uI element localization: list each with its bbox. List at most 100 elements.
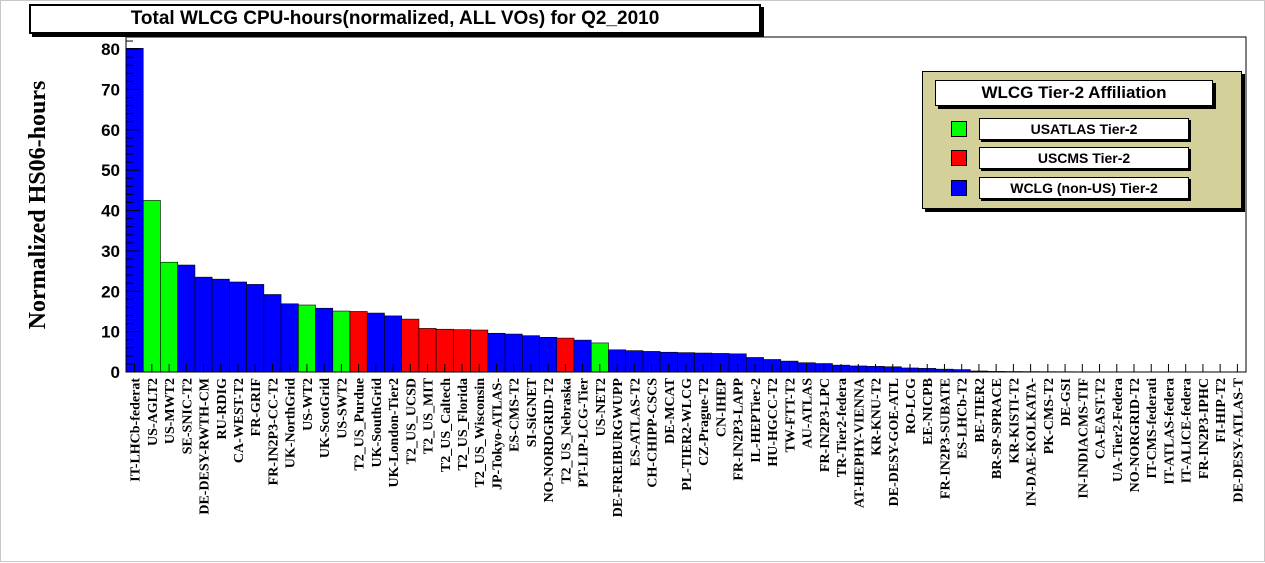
x-tick-label: KR-KISTI-T2 (1007, 378, 1022, 464)
legend-title: WLCG Tier-2 Affiliation (935, 80, 1213, 106)
x-tick-label: DE-DESY-RWTH-CM (198, 378, 213, 515)
bar-FR-IN2P3-CC-T2 (264, 295, 281, 372)
bar-UK-ScotGrid (316, 308, 333, 372)
x-tick-label: BR-SP-SPRACE (990, 378, 1005, 479)
x-tick-label: DE-FREIBURGWUPP (611, 378, 626, 518)
x-tick-label: US-AGLT2 (146, 378, 161, 446)
x-tick-label: T2_US_Florida (456, 378, 471, 471)
x-tick-label: T2_US_Nebraska (559, 378, 574, 484)
bar-T2_US_Purdue (350, 311, 367, 372)
x-tick-label: TW-FTT-T2 (783, 378, 798, 452)
bar-FR-GRIF (247, 284, 264, 372)
x-tick-label: SI-SiGNET (525, 377, 540, 447)
bar-US-SWT2 (333, 311, 350, 372)
x-tick-label: AT-HEPHY-VIENNA (852, 377, 867, 508)
x-tick-label: T2_US_Wisconsin (473, 378, 488, 488)
x-tick-label: US-SWT2 (335, 378, 350, 439)
x-tick-label: NO-NORGRID-T2 (1128, 378, 1143, 492)
x-tick-label: FR-IN2P3-LPC (818, 378, 833, 472)
x-tick-label: FR-IN2P3-IPHC (1197, 378, 1212, 479)
x-tick-label: UK-SouthGrid (370, 378, 385, 468)
x-tick-label: DE-MCAT (663, 377, 678, 444)
x-tick-label: UA-Tier2-Federa (1111, 378, 1126, 482)
bar-UK-SouthGrid (367, 313, 384, 372)
x-tick-label: CA-WEST-T2 (232, 378, 247, 463)
x-tick-label: CZ-Prague-T2 (697, 378, 712, 466)
bar-US-AGLT2 (143, 200, 160, 372)
x-tick-label: UK-London-Tier2 (387, 378, 402, 487)
y-tick-label: 40 (101, 202, 120, 221)
x-tick-label: CA-EAST-T2 (1094, 378, 1109, 459)
x-tick-label: PL-TIER2-WLCG (680, 378, 695, 491)
y-tick-label: 80 (101, 40, 120, 59)
x-tick-label: T2_US_Purdue (353, 378, 368, 471)
x-tick-label: BE-TIER2 (973, 378, 988, 443)
legend: WLCG Tier-2 Affiliation USATLAS Tier-2 U… (922, 71, 1242, 209)
y-tick-label: 10 (101, 323, 120, 342)
x-tick-label: RO-LCG (904, 378, 919, 434)
legend-swatch-uscms (951, 150, 967, 166)
x-tick-label: TR-Tier2-federa (835, 378, 850, 477)
bar-SE-SNIC-T2 (178, 265, 195, 372)
x-tick-label: RU-RDIG (215, 378, 230, 440)
x-tick-label: HU-HGCC-T2 (766, 378, 781, 467)
x-tick-label: IL-HEPTier-2 (749, 378, 764, 463)
y-tick-label: 60 (101, 121, 120, 140)
x-tick-label: KR-KNU-T2 (870, 378, 885, 456)
x-tick-label: IT-CMS-federati (1145, 378, 1160, 479)
x-tick-label: AU-ATLAS (801, 378, 816, 449)
x-tick-label: IN-DAE-KOLKATA- (1025, 378, 1040, 507)
x-tick-label: CH-CHIPP-CSCS (646, 378, 661, 488)
x-tick-label: T2_US_UCSD (404, 378, 419, 464)
x-tick-label: DE-GSI (1059, 378, 1074, 426)
y-axis-title: Normalized HS06-hours (25, 81, 51, 330)
x-tick-label: FR-GRIF (249, 378, 264, 436)
x-tick-label: ES-ATLAS-T2 (628, 378, 643, 466)
x-tick-label: IT-ATLAS-federa (1162, 378, 1177, 485)
x-tick-label: JP-Tokyo-ATLAS- (490, 378, 505, 490)
x-tick-label: PK-CMS-T2 (1042, 378, 1057, 454)
bar-US-WT2 (298, 305, 315, 372)
bar-UK-NorthGrid (281, 304, 298, 372)
legend-label-wlcg: WCLG (non-US) Tier-2 (979, 177, 1189, 199)
x-tick-label: DE-DESY-GOE-ATL (887, 378, 902, 506)
y-tick-label: 0 (111, 363, 120, 382)
x-tick-label: CN-IHEP (714, 378, 729, 438)
x-tick-label: US-NET2 (594, 378, 609, 436)
x-tick-label: FR-IN2P3-LAPP (732, 378, 747, 481)
x-tick-label: NO-NORDGRID-T2 (542, 378, 557, 502)
chart-title: Total WLCG CPU-hours(normalized, ALL VOs… (29, 4, 761, 34)
legend-item-wlcg: WCLG (non-US) Tier-2 (951, 177, 1191, 199)
x-tick-label: ES-LHCb-T2 (956, 378, 971, 459)
bar-CA-WEST-T2 (229, 282, 246, 372)
legend-item-usatlas: USATLAS Tier-2 (951, 118, 1191, 140)
x-tick-label: DE-DESY-ATLAS-T (1231, 377, 1246, 502)
x-tick-label: SE-SNIC-T2 (180, 378, 195, 454)
x-tick-label: US-MWT2 (163, 378, 178, 444)
x-tick-label: US-WT2 (301, 378, 316, 431)
x-tick-label: FI-HIP-T2 (1214, 378, 1229, 443)
bar-UK-London-Tier2 (384, 316, 401, 372)
x-tick-label: ES-CMS-T2 (508, 378, 523, 452)
x-tick-label: FR-IN2P3-SUBATE (938, 378, 953, 499)
x-tick-label: EE-NICPB (921, 378, 936, 445)
x-tick-label: UK-ScotGrid (318, 378, 333, 458)
x-tick-label: T2_US_Caltech (439, 378, 454, 472)
legend-label-usatlas: USATLAS Tier-2 (979, 118, 1189, 140)
bar-RU-RDIG (212, 279, 229, 372)
x-tick-label: UK-NorthGrid (284, 378, 299, 468)
legend-swatch-wlcg (951, 180, 967, 196)
legend-item-uscms: USCMS Tier-2 (951, 147, 1191, 169)
y-tick-label: 50 (101, 161, 120, 180)
y-tick-label: 70 (101, 80, 120, 99)
y-tick-label: 30 (101, 242, 120, 261)
x-tick-label: FR-IN2P3-CC-T2 (266, 378, 281, 485)
x-tick-label: IT-LHCb-federat (129, 378, 144, 482)
y-tick-label: 20 (101, 282, 120, 301)
legend-label-uscms: USCMS Tier-2 (979, 147, 1189, 169)
legend-swatch-usatlas (951, 121, 967, 137)
x-tick-label: T2_US_MIT (422, 377, 437, 454)
x-tick-label: IN-INDIACMS-TIF (1076, 378, 1091, 499)
bar-DE-DESY-RWTH-CM (195, 277, 212, 372)
